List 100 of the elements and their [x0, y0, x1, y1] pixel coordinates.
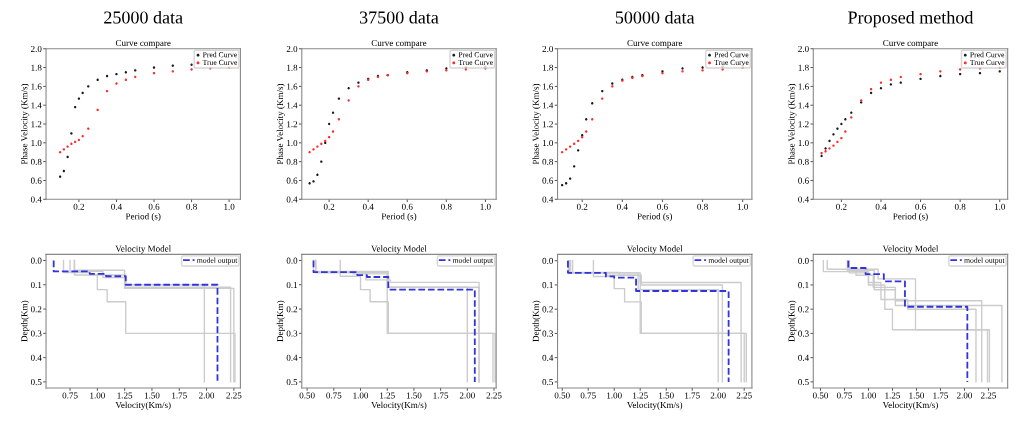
x-tick-label: 1.75 — [172, 392, 187, 399]
x-tick-label: 1.50 — [659, 392, 674, 399]
chart-title: 50000 data — [615, 10, 695, 24]
y-tick-label: 1.2 — [287, 121, 298, 128]
x-tick-label: 0.4 — [362, 203, 374, 210]
y-tick-label: 1.8 — [542, 64, 554, 71]
y-tick-label: 0.0 — [798, 257, 809, 264]
y-tick-label: 1.8 — [287, 64, 298, 71]
y-tick-label: 0.4 — [798, 196, 809, 203]
x-tick-label: 1.00 — [353, 392, 369, 399]
x-tick-label: 1.00 — [861, 392, 877, 399]
chart-title: Velocity Model — [882, 245, 939, 254]
y-tick-label: 0.2 — [286, 306, 298, 313]
y-tick-label: 0.4 — [798, 354, 809, 361]
y-tick-label: 1.0 — [287, 139, 298, 147]
y-tick-label: 0.8 — [798, 158, 809, 165]
x-tick-label: 1.0 — [480, 203, 491, 210]
x-axis-title: Period (s) — [637, 213, 672, 222]
y-tick-label: 2.0 — [30, 45, 42, 53]
x-tick-label: 0.2 — [323, 203, 335, 210]
x-tick-label: 0.2 — [73, 203, 85, 210]
x-axis-title: Period (s) — [125, 213, 161, 222]
y-tick-label: 0.5 — [30, 379, 42, 386]
y-tick-label: 0.6 — [30, 177, 42, 184]
x-axis-title: Period (s) — [381, 213, 417, 222]
y-tick-label: 0.6 — [286, 177, 298, 184]
y-axis-title: Depth(Km) — [532, 300, 541, 342]
y-tick-label: 0.3 — [542, 330, 554, 337]
y-tick-label: 1.8 — [31, 64, 42, 71]
y-tick-label: 2.0 — [798, 45, 809, 53]
y-tick-label: 0.0 — [286, 257, 298, 264]
y-tick-label: 0.4 — [286, 196, 298, 203]
y-tick-label: 0.8 — [542, 158, 554, 165]
y-tick-label: 1.8 — [798, 64, 809, 71]
x-axis-title: Velocity(Km/s) — [371, 401, 427, 410]
chart-subtitle: Curve compare — [627, 40, 683, 48]
x-tick-label: 0.75 — [62, 392, 78, 399]
x-axis-title: Velocity(Km/s) — [115, 401, 171, 410]
x-axis-title: Velocity(Km/s) — [882, 401, 938, 410]
x-tick-label: 0.8 — [697, 203, 708, 210]
x-tick-label: 1.25 — [633, 392, 648, 399]
x-tick-label: 0.2 — [836, 203, 847, 210]
y-tick-label: 0.4 — [286, 354, 298, 361]
y-tick-label: 0.5 — [798, 379, 809, 386]
x-tick-label: 0.2 — [576, 203, 588, 210]
chart-subtitle: Curve compare — [371, 40, 427, 48]
y-tick-label: 0.5 — [542, 379, 554, 386]
x-tick-label: 1.0 — [737, 203, 748, 210]
x-tick-label: 2.25 — [980, 392, 996, 399]
x-tick-label: 0.8 — [441, 203, 452, 210]
x-tick-label: 2.25 — [736, 392, 752, 399]
x-tick-label: 1.50 — [406, 392, 422, 399]
x-tick-label: 0.8 — [954, 203, 966, 210]
x-tick-label: 0.50 — [554, 392, 570, 399]
x-tick-label: 2.25 — [226, 392, 242, 399]
x-tick-label: 0.50 — [299, 392, 315, 399]
chart-title: Velocity Model — [115, 245, 171, 254]
chart-title: Velocity Model — [371, 245, 427, 254]
y-axis-title: Phase Velocity (Km/s) — [20, 83, 30, 165]
x-tick-label: 1.00 — [607, 392, 622, 399]
x-tick-label: 1.50 — [909, 392, 925, 399]
y-axis-title: Depth(Km) — [788, 300, 797, 342]
x-axis-title: Velocity(Km/s) — [626, 401, 683, 410]
x-tick-label: 1.0 — [224, 203, 235, 210]
x-tick-label: 0.6 — [915, 203, 926, 210]
y-tick-label: 0.0 — [542, 257, 554, 264]
y-tick-label: 0.6 — [798, 177, 809, 184]
y-tick-label: 1.4 — [798, 102, 809, 109]
x-tick-label: 1.00 — [90, 392, 105, 399]
y-tick-label: 1.4 — [542, 102, 554, 109]
y-tick-label: 1.6 — [542, 83, 554, 90]
y-axis-title: Phase Velocity (Km/s) — [788, 83, 797, 165]
y-axis-title: Phase Velocity (Km/s) — [276, 83, 285, 165]
chart-subtitle: Curve compare — [883, 40, 938, 48]
y-tick-label: 2.0 — [542, 45, 554, 53]
chart-subtitle: Curve compare — [115, 40, 171, 48]
x-tick-label: 2.25 — [486, 392, 502, 399]
x-tick-label: 1.25 — [117, 392, 133, 399]
x-tick-label: 0.4 — [617, 203, 628, 210]
x-tick-label: 1.50 — [144, 392, 160, 399]
x-axis-title: Period (s) — [893, 213, 928, 222]
y-tick-label: 0.4 — [30, 196, 42, 203]
y-tick-label: 0.1 — [542, 282, 553, 289]
y-tick-label: 1.6 — [31, 83, 42, 90]
x-tick-label: 1.0 — [994, 203, 1006, 210]
x-tick-label: 0.50 — [812, 392, 829, 399]
x-tick-label: 2.00 — [956, 392, 973, 399]
y-tick-label: 0.3 — [286, 330, 298, 337]
y-tick-label: 0.6 — [542, 177, 554, 184]
y-tick-label: 1.6 — [798, 83, 809, 90]
y-tick-label: 0.0 — [30, 257, 42, 264]
y-tick-label: 0.1 — [30, 281, 42, 289]
x-tick-label: 0.75 — [326, 392, 342, 399]
x-tick-label: 2.00 — [710, 392, 726, 399]
y-axis-title: Depth(Km) — [21, 300, 30, 342]
y-tick-label: 0.5 — [286, 379, 298, 386]
y-tick-label: 0.2 — [542, 306, 553, 313]
y-tick-label: 0.3 — [30, 330, 42, 337]
y-tick-label: 1.2 — [542, 121, 553, 128]
y-tick-label: 0.2 — [798, 306, 809, 313]
